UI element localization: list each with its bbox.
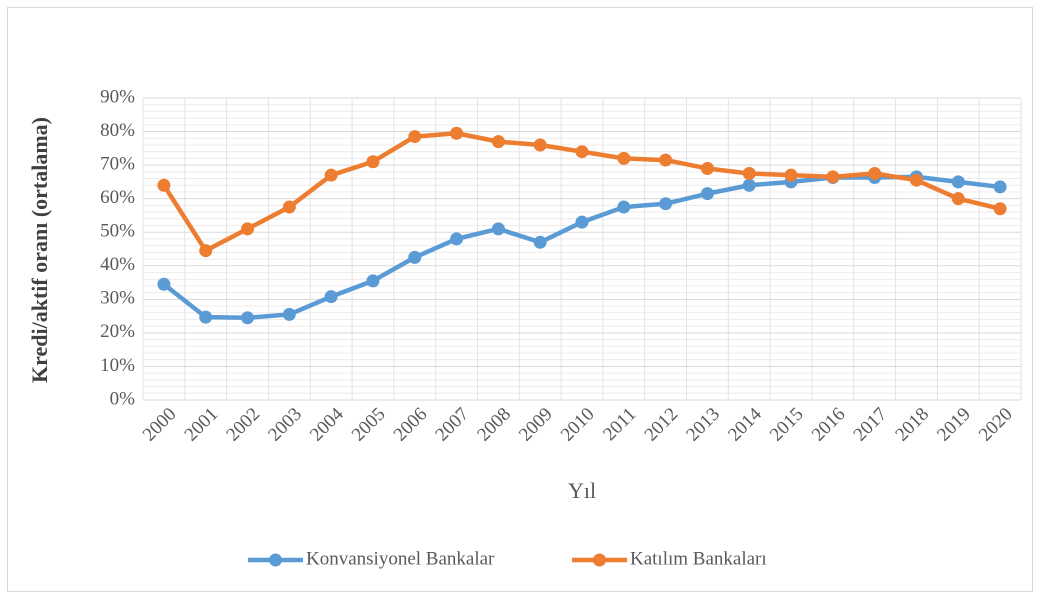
data-point	[993, 202, 1007, 216]
data-point	[199, 244, 213, 258]
y-tick-label: 20%	[100, 321, 135, 342]
data-point	[282, 200, 296, 214]
y-tick-label: 50%	[100, 221, 135, 242]
legend-swatch-marker	[593, 553, 606, 567]
data-point	[491, 135, 505, 149]
data-point	[450, 232, 464, 246]
data-point	[450, 126, 464, 140]
data-point	[324, 290, 338, 304]
data-point	[700, 187, 714, 201]
data-point	[659, 197, 673, 211]
legend-label: Katılım Bankaları	[630, 548, 767, 569]
data-point	[742, 167, 756, 180]
data-point	[199, 310, 213, 324]
legend-swatch-marker	[269, 553, 282, 567]
data-point	[617, 151, 631, 165]
data-point	[742, 178, 756, 192]
data-point	[241, 311, 255, 325]
y-tick-label: 60%	[100, 187, 135, 208]
data-point	[491, 222, 505, 236]
data-point	[533, 138, 547, 152]
y-tick-label: 0%	[110, 388, 136, 409]
data-point	[157, 178, 171, 192]
y-tick-label: 40%	[100, 254, 135, 275]
data-point	[575, 145, 589, 159]
data-point	[700, 161, 714, 175]
data-point	[951, 192, 965, 206]
data-point	[157, 277, 171, 291]
data-point	[408, 130, 422, 144]
data-point	[784, 168, 798, 182]
data-point	[659, 153, 673, 167]
y-tick-label: 80%	[100, 120, 135, 141]
legend-label: Konvansiyonel Bankalar	[306, 548, 495, 569]
x-axis-label: Yıl	[568, 478, 596, 503]
data-point	[241, 222, 255, 236]
data-point	[366, 274, 380, 288]
y-tick-label: 90%	[100, 86, 135, 107]
data-point	[575, 215, 589, 229]
data-point	[324, 168, 338, 182]
data-point	[617, 200, 631, 214]
data-point	[366, 155, 380, 169]
y-tick-label: 30%	[100, 288, 135, 309]
y-tick-label: 10%	[100, 355, 135, 376]
y-axis-label: Kredi/aktif oranı (ortalama)	[27, 117, 52, 383]
y-tick-label: 70%	[100, 153, 135, 174]
data-point	[533, 235, 547, 249]
data-point	[909, 173, 923, 187]
data-point	[951, 175, 965, 189]
data-point	[408, 250, 422, 264]
data-point	[826, 170, 840, 184]
data-point	[282, 307, 296, 321]
data-point	[993, 180, 1007, 194]
data-point	[868, 167, 882, 180]
